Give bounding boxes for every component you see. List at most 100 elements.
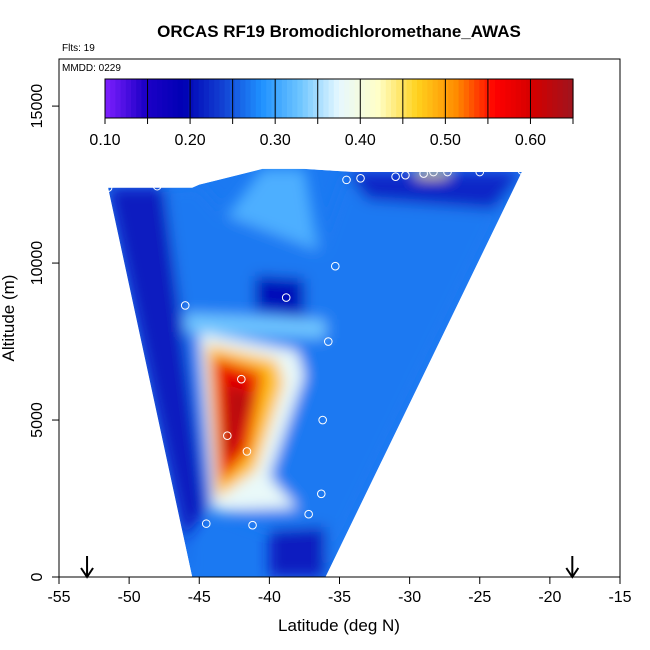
colorbar-step-75 [495, 79, 501, 118]
colorbar-step-88 [562, 79, 569, 118]
colorbar-step-89 [567, 79, 574, 118]
colorbar-step-66 [448, 79, 454, 118]
colorbar-step-18 [198, 79, 205, 118]
colorbar-step-8 [146, 79, 153, 118]
sample-point-18 [242, 447, 252, 456]
latitude-markers [80, 556, 580, 579]
sample-point-4 [391, 172, 400, 182]
colorbar-step-72 [479, 79, 486, 118]
colorbar-step-64 [437, 79, 444, 118]
colorbar-step-49 [359, 79, 366, 118]
colorbar-ticks: 0.10 0.20 0.30 0.40 0.50 0.60 [89, 79, 574, 149]
colorbar-step-37 [297, 79, 304, 118]
y-axis-label: Altitude (m) [0, 275, 18, 362]
colorbar-tick-label-0: 0.10 [89, 132, 120, 149]
colorbar-step-31 [266, 79, 272, 118]
colorbar-step-34 [281, 79, 288, 118]
sample-point-5 [401, 170, 410, 180]
field-zone-10 [224, 382, 253, 458]
field-zone-5 [255, 275, 305, 317]
down-arrow-marker-1 [565, 556, 580, 579]
y-tick-label-3: 15000 [29, 84, 46, 129]
colorbar-step-85 [547, 79, 553, 118]
colorbar-step-87 [557, 79, 564, 118]
colorbar-step-74 [489, 79, 496, 118]
sample-point-17 [223, 431, 232, 441]
sample-point-2 [342, 175, 351, 185]
colorbar-step-2 [115, 79, 122, 118]
x-axis: -55 -50 -45 -40 -35 -30 -25 -20 -15 [47, 577, 632, 606]
colorbar-step-78 [510, 79, 517, 118]
colorbar-step-53 [380, 79, 387, 118]
sample-point-22 [248, 520, 257, 530]
colorbar-step-56 [396, 79, 402, 118]
colorbar-step-82 [531, 79, 538, 118]
colorbar-step-62 [427, 79, 434, 118]
colorbar-step-6 [136, 79, 142, 118]
colorbar-step-40 [313, 79, 319, 118]
x-tick-label-5: -30 [398, 589, 421, 606]
colorbar-step-17 [193, 79, 200, 118]
sample-point-1 [152, 181, 162, 191]
colorbar-step-19 [203, 79, 210, 118]
colorbar-ramp [105, 79, 574, 118]
colorbar-step-60 [417, 79, 423, 118]
x-tick-label-4: -35 [328, 589, 351, 606]
colorbar-step-0 [105, 79, 111, 118]
colorbar-step-45 [339, 79, 345, 118]
colorbar-step-15 [183, 79, 189, 118]
colorbar-step-55 [391, 79, 397, 118]
colorbar-step-71 [474, 79, 480, 118]
colorbar-step-59 [411, 79, 418, 118]
x-tick-label-8: -15 [608, 589, 631, 606]
colorbar-step-32 [271, 79, 278, 118]
x-tick-label-7: -20 [538, 589, 561, 606]
x-axis-label: Latitude (deg N) [278, 616, 400, 635]
sample-point-7 [429, 167, 438, 177]
colorbar-step-76 [500, 79, 506, 118]
colorbar-step-1 [110, 79, 116, 118]
x-tick-label-1: -50 [118, 589, 141, 606]
heatmap-field [108, 168, 522, 577]
colorbar-step-25 [235, 79, 241, 118]
colorbar-step-3 [120, 79, 127, 118]
colorbar-step-10 [157, 79, 163, 118]
down-arrow-marker-0 [80, 556, 94, 579]
colorbar-step-50 [365, 79, 371, 118]
colorbar-step-46 [344, 79, 350, 118]
colorbar-step-42 [323, 79, 330, 118]
sample-point-21 [201, 519, 211, 528]
sample-point-6 [419, 169, 428, 178]
x-tick-label-6: -25 [468, 589, 491, 606]
colorbar-step-51 [370, 79, 376, 118]
colorbar-step-41 [318, 79, 324, 118]
colorbar-step-44 [333, 79, 340, 118]
colorbar-tick-label-3: 0.40 [345, 132, 376, 149]
colorbar-step-77 [505, 79, 512, 118]
colorbar-tick-label-1: 0.20 [175, 132, 206, 149]
colorbar-step-35 [287, 79, 293, 118]
down-arrow-head-1 [565, 567, 580, 579]
colorbar-step-33 [276, 79, 283, 118]
sample-point-0 [103, 183, 113, 193]
colorbar-step-58 [406, 79, 413, 118]
colorbar-step-39 [307, 79, 314, 118]
heatmap-region [108, 168, 522, 577]
colorbar-step-16 [188, 79, 194, 118]
colorbar-step-11 [162, 79, 168, 118]
sample-points [103, 166, 527, 530]
y-axis: 0 5000 10000 15000 [29, 84, 59, 581]
colorbar-step-26 [240, 79, 246, 118]
colorbar-step-28 [250, 79, 257, 118]
y-tick-label-0: 0 [29, 572, 46, 581]
colorbar-step-43 [328, 79, 335, 118]
field-zone-6 [185, 313, 326, 339]
colorbar-step-84 [541, 79, 548, 118]
x-tick-label-2: -45 [188, 589, 211, 606]
colorbar-step-67 [453, 79, 460, 118]
colorbar-step-80 [521, 79, 527, 118]
colorbar-step-5 [131, 79, 137, 118]
colorbar-step-7 [141, 79, 148, 118]
colorbar-step-47 [349, 79, 356, 118]
colorbar-step-81 [526, 79, 532, 118]
